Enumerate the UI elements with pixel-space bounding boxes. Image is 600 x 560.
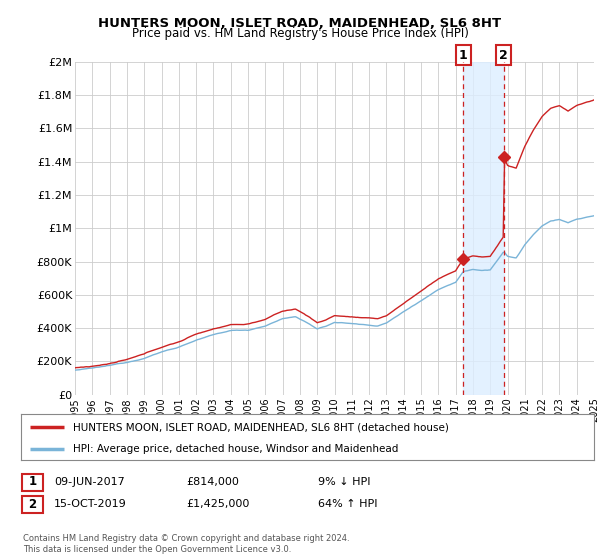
Text: 64% ↑ HPI: 64% ↑ HPI — [318, 499, 377, 509]
Text: HPI: Average price, detached house, Windsor and Maidenhead: HPI: Average price, detached house, Wind… — [73, 444, 398, 454]
Text: 2: 2 — [499, 49, 508, 62]
Text: HUNTERS MOON, ISLET ROAD, MAIDENHEAD, SL6 8HT (detached house): HUNTERS MOON, ISLET ROAD, MAIDENHEAD, SL… — [73, 422, 448, 432]
Text: 09-JUN-2017: 09-JUN-2017 — [54, 477, 125, 487]
Text: 9% ↓ HPI: 9% ↓ HPI — [318, 477, 371, 487]
Text: Price paid vs. HM Land Registry's House Price Index (HPI): Price paid vs. HM Land Registry's House … — [131, 27, 469, 40]
Text: 2: 2 — [28, 497, 37, 511]
Text: 15-OCT-2019: 15-OCT-2019 — [54, 499, 127, 509]
Text: HUNTERS MOON, ISLET ROAD, MAIDENHEAD, SL6 8HT: HUNTERS MOON, ISLET ROAD, MAIDENHEAD, SL… — [98, 17, 502, 30]
Text: 1: 1 — [28, 475, 37, 488]
Text: £814,000: £814,000 — [186, 477, 239, 487]
Text: £1,425,000: £1,425,000 — [186, 499, 250, 509]
Bar — [463, 62, 504, 395]
Text: 1: 1 — [459, 49, 467, 62]
Text: Contains HM Land Registry data © Crown copyright and database right 2024.
This d: Contains HM Land Registry data © Crown c… — [23, 534, 349, 554]
